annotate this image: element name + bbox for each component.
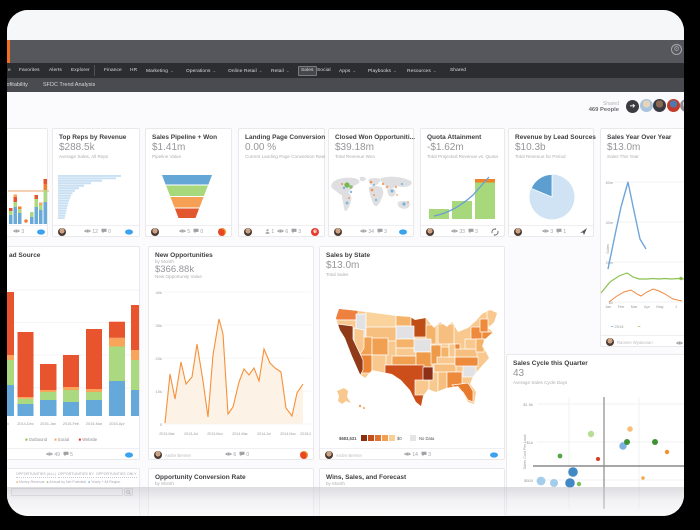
svg-text:2015-Mar: 2015-Mar (300, 432, 311, 436)
svg-text:60m: 60m (606, 181, 613, 185)
svg-text:2014-Mar: 2014-Mar (232, 432, 248, 436)
svg-text:2014-Nov: 2014-Nov (280, 432, 296, 436)
svg-text:Jan: Jan (605, 305, 611, 309)
svg-text:Mar: Mar (631, 305, 638, 309)
svg-text:2015-Feb: 2015-Feb (63, 422, 79, 426)
svg-text:40m: 40m (606, 221, 613, 225)
svg-text:0: 0 (160, 422, 163, 427)
svg-text:$1k: $1k (527, 440, 533, 445)
svg-text:$1.5k: $1.5k (523, 402, 533, 407)
svg-text:2015-Mar: 2015-Mar (86, 422, 103, 426)
svg-text:2013-Mar: 2013-Mar (159, 432, 175, 436)
svg-text:2014-Jul: 2014-Jul (257, 432, 271, 436)
svg-text:2014-Dec: 2014-Dec (17, 422, 34, 426)
svg-text:2015-Apr: 2015-Apr (109, 422, 125, 426)
svg-text:J: J (675, 305, 677, 309)
svg-text:10k: 10k (156, 389, 162, 394)
svg-text:Feb: Feb (618, 305, 625, 309)
svg-text:$0: $0 (609, 301, 613, 305)
svg-text:May: May (656, 305, 663, 309)
svg-text:2013-Jul: 2013-Jul (184, 432, 198, 436)
svg-text:ov: ov (7, 422, 9, 426)
svg-text:2013-Nov: 2013-Nov (207, 432, 223, 436)
svg-text:Apr: Apr (644, 305, 651, 309)
svg-text:2015-Jan: 2015-Jan (40, 422, 56, 426)
svg-text:$500: $500 (524, 478, 534, 483)
svg-text:40k: 40k (156, 290, 162, 295)
svg-text:30k: 30k (156, 323, 162, 328)
svg-text:20k: 20k (156, 356, 162, 361)
